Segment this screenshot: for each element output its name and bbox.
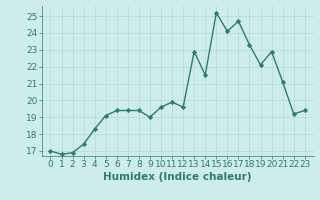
X-axis label: Humidex (Indice chaleur): Humidex (Indice chaleur) (103, 172, 252, 182)
